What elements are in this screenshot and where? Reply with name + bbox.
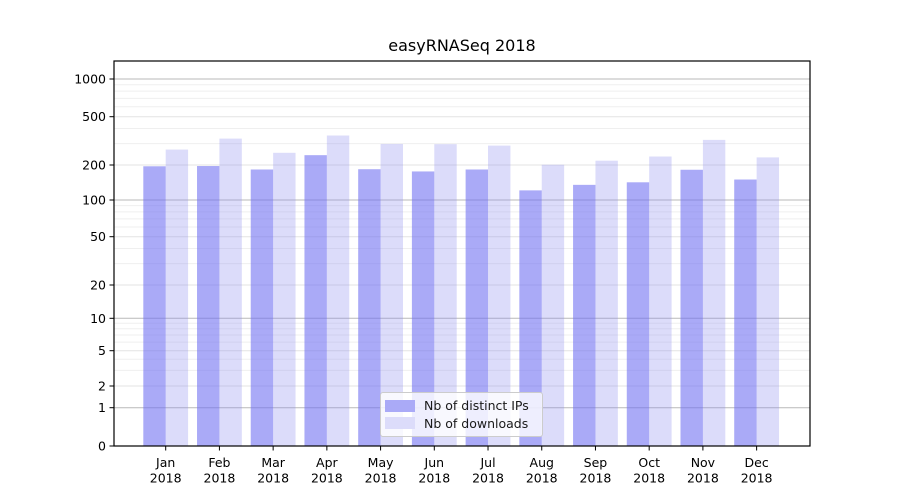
y-tick-label-1: 1 [98, 400, 106, 415]
legend: Nb of distinct IPs Nb of downloads [380, 392, 543, 437]
legend-item-distinct-ips: Nb of distinct IPs [385, 397, 536, 414]
bar-downloads-nov [702, 139, 726, 447]
x-tick-label-may: May 2018 [365, 455, 397, 486]
bar-downloads-sep [595, 160, 618, 446]
bars-downloads [165, 135, 780, 447]
y-tick-label-5: 5 [98, 343, 106, 358]
x-tick-label-oct: Oct 2018 [633, 455, 665, 486]
bar-ips-aug [519, 190, 542, 446]
bar-downloads-oct [649, 156, 672, 446]
bar-ips-feb [197, 166, 220, 446]
x-tick-label-jul: Jul 2018 [472, 455, 504, 486]
bar-ips-nov [680, 169, 703, 447]
bar-ips-apr [304, 155, 327, 446]
bar-downloads-jan [165, 149, 189, 447]
x-tick-label-jun: Jun 2018 [418, 455, 450, 486]
bar-ips-oct [626, 182, 650, 446]
x-tick-label-jan: Jan 2018 [150, 455, 182, 486]
bar-ips-jul [465, 169, 489, 446]
y-axis: 0 1 2 5 10 20 50 100 200 500 1000 [74, 72, 114, 454]
y-tick-label-200: 200 [82, 158, 106, 173]
y-tick-label-100: 100 [82, 193, 106, 208]
bar-ips-jan [143, 166, 166, 446]
y-tick-label-50: 50 [90, 229, 106, 244]
bar-downloads-apr [326, 135, 350, 447]
x-tick-label-dec: Dec 2018 [741, 455, 773, 486]
x-tick-label-nov: Nov 2018 [687, 455, 719, 486]
bar-downloads-jul [488, 145, 511, 447]
bar-downloads-dec [756, 157, 780, 446]
bars-ips [143, 155, 757, 447]
legend-swatch-downloads [385, 417, 415, 430]
bar-ips-mar [250, 169, 274, 446]
legend-label-downloads: Nb of downloads [424, 415, 529, 431]
y-tick-label-0: 0 [98, 439, 106, 454]
chart-title: easyRNASeq 2018 [388, 36, 536, 55]
bar-ips-may [358, 169, 381, 446]
bar-downloads-mar [273, 152, 296, 447]
legend-label-distinct-ips: Nb of distinct IPs [424, 398, 529, 414]
bar-downloads-aug [541, 164, 565, 446]
bar-downloads-may [380, 143, 403, 447]
legend-item-downloads: Nb of downloads [385, 415, 536, 432]
x-tick-label-sep: Sep 2018 [580, 455, 612, 486]
x-tick-label-aug: Aug 2018 [526, 455, 558, 486]
x-axis: Jan 2018 Feb 2018 Mar 2018 Apr 2018 May 2018 Jun 20… [150, 446, 773, 486]
bar-ips-dec [734, 179, 757, 446]
y-tick-label-1000: 1000 [74, 72, 106, 87]
bar-downloads-feb [219, 138, 242, 446]
plot-spines [113, 60, 811, 447]
y-tick-label-10: 10 [90, 311, 106, 326]
bar-downloads-jun [434, 144, 457, 447]
x-tick-label-mar: Mar 2018 [257, 455, 289, 486]
y-tick-label-20: 20 [90, 278, 106, 293]
bar-ips-sep [573, 184, 596, 446]
y-tick-label-2: 2 [98, 379, 106, 394]
x-tick-label-apr: Apr 2018 [311, 455, 343, 486]
bar-ips-jun [411, 171, 435, 446]
legend-swatch-distinct-ips [385, 399, 415, 412]
spines [113, 60, 811, 447]
y-tick-label-500: 500 [82, 109, 106, 124]
x-tick-label-feb: Feb 2018 [204, 455, 236, 486]
